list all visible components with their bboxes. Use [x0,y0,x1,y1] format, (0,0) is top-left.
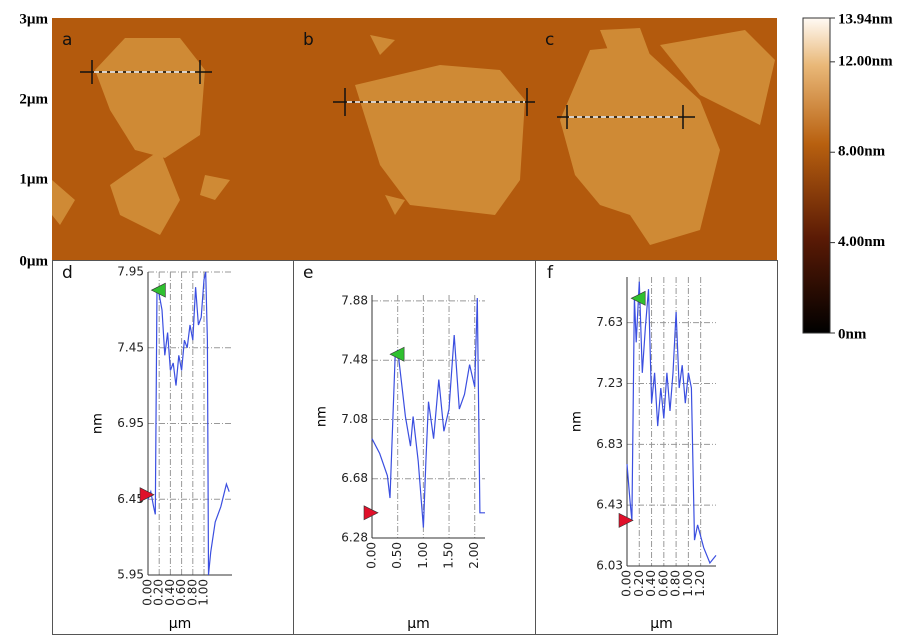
y-axis-label: nm [570,411,585,432]
y-tick-label: 7.08 [341,412,368,426]
y-tick-label: 6.28 [341,531,368,545]
y-tick-label: 7.48 [341,353,368,367]
y-tick-label: 6.03 [596,559,623,573]
x-tick-label: 0.60 [174,579,188,606]
x-tick-label: 0.40 [163,579,177,606]
x-tick-label: 0.00 [620,570,634,597]
x-axis-label: µm [650,616,673,632]
panel-label: b [303,30,314,50]
profile-line [626,281,717,565]
y-tick-label: 7.95 [117,265,144,279]
y-tick-label: 7.45 [117,340,144,354]
panel-label: f [547,263,554,283]
y-tick-label: 7.63 [596,315,623,329]
x-tick-label: 0.80 [185,579,199,606]
x-tick-label: 0.20 [152,579,166,606]
y-tick-label: 6.45 [117,492,144,506]
y-tick-label: 5.95 [117,568,144,582]
panel-label: c [545,30,554,50]
x-tick-label: 0.80 [669,570,683,597]
image-axis-label: 3µm [19,11,48,27]
cursor-marker [363,505,379,521]
profile-dashes [94,71,681,118]
afm-images [52,18,777,260]
panel-label: e [303,263,313,283]
x-tick-label: 0.20 [632,570,646,597]
y-tick-label: 6.43 [596,498,623,512]
colorbar [802,17,831,334]
y-axis-label: nm [91,413,106,434]
colorbar-label: 4.00nm [838,234,886,250]
cursor-marker [150,282,166,298]
cursor-marker [389,346,405,362]
image-axis-label: 2µm [19,91,48,107]
x-tick-label: 1.20 [693,570,707,597]
x-tick-label: 0.60 [656,570,670,597]
panel-label: d [62,263,73,283]
y-tick-label: 7.23 [596,376,623,390]
x-tick-label: 0.00 [365,542,379,569]
y-tick-label: 7.88 [341,293,368,307]
panel-label: a [62,30,72,50]
colorbar-label: 13.94nm [838,11,893,27]
colorbar-label: 12.00nm [838,53,893,69]
y-tick-label: 6.68 [341,471,368,485]
x-tick-label: 0.00 [141,579,155,606]
y-axis-label: nm [315,406,330,427]
y-tick-label: 6.95 [117,416,144,430]
cursor-marker [630,290,646,306]
colorbar-label: 0nm [838,326,867,342]
image-axis-label: 1µm [19,171,48,187]
x-tick-label: 1.00 [197,579,211,606]
profile-line [371,297,485,528]
y-tick-label: 6.83 [596,437,623,451]
x-axis-label: µm [169,616,192,632]
image-axis-label: 0µm [19,253,48,269]
x-tick-label: 1.00 [416,542,430,569]
x-tick-label: 0.40 [644,570,658,597]
x-tick-label: 2.00 [467,542,481,569]
cursor-marker [139,487,155,503]
cursor-marker [618,512,634,528]
colorbar-label: 8.00nm [838,144,886,160]
x-tick-label: 0.50 [390,542,404,569]
x-tick-label: 1.00 [681,570,695,597]
x-axis-label: µm [407,616,430,632]
x-tick-label: 1.50 [442,542,456,569]
